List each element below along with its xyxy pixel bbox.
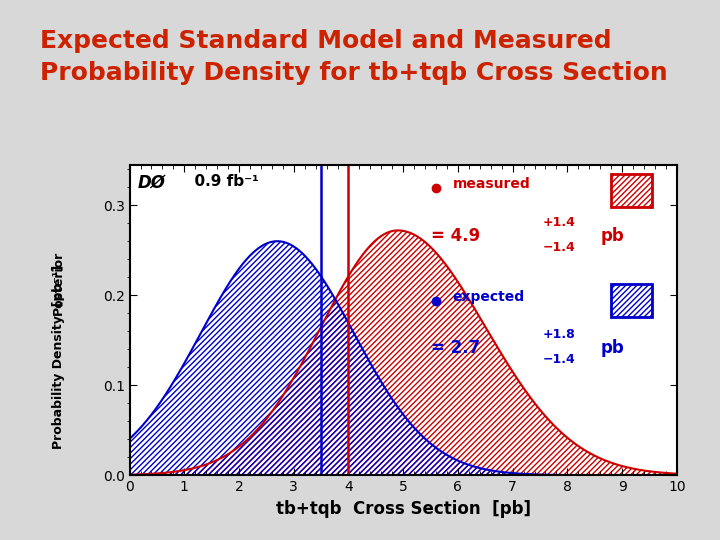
- Text: +1.8: +1.8: [543, 328, 575, 341]
- Text: −1.4: −1.4: [543, 241, 575, 254]
- Text: = 4.9: = 4.9: [431, 227, 480, 245]
- Text: pb: pb: [600, 339, 624, 356]
- Text: measured: measured: [452, 177, 530, 191]
- Text: = 2.7: = 2.7: [431, 339, 480, 356]
- Text: Posterior: Posterior: [52, 251, 65, 315]
- Text: +1.4: +1.4: [543, 216, 575, 229]
- Text: Expected Standard Model and Measured
Probability Density for tb+tqb Cross Sectio: Expected Standard Model and Measured Pro…: [40, 29, 667, 85]
- X-axis label: tb+tqb  Cross Section  [pb]: tb+tqb Cross Section [pb]: [276, 500, 531, 518]
- Text: pb: pb: [600, 227, 624, 245]
- Text: Probability Density  [pb⁻¹]: Probability Density [pb⁻¹]: [52, 265, 65, 449]
- Text: expected: expected: [452, 291, 525, 305]
- Text: −1.4: −1.4: [543, 353, 575, 366]
- Text: 0.9 fb⁻¹: 0.9 fb⁻¹: [184, 174, 259, 189]
- Text: DØ: DØ: [138, 174, 166, 192]
